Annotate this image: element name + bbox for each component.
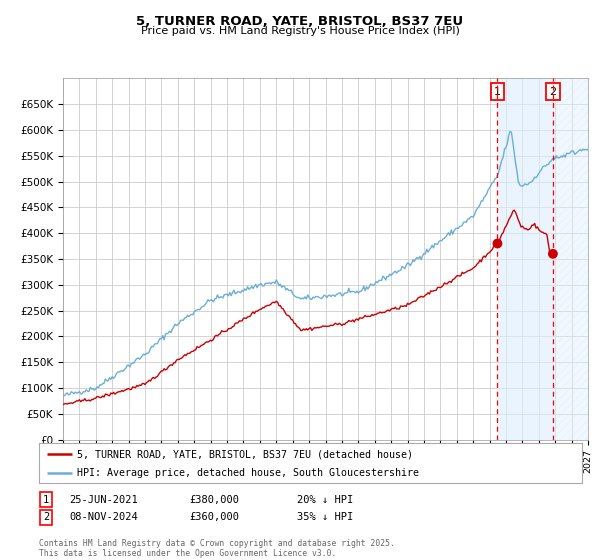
Text: 5, TURNER ROAD, YATE, BRISTOL, BS37 7EU: 5, TURNER ROAD, YATE, BRISTOL, BS37 7EU [136, 15, 464, 28]
Point [548, 249, 557, 258]
Text: 20% ↓ HPI: 20% ↓ HPI [297, 494, 353, 505]
Text: Price paid vs. HM Land Registry's House Price Index (HPI): Price paid vs. HM Land Registry's House … [140, 26, 460, 36]
Bar [497, 78, 553, 440]
Text: 2: 2 [43, 512, 49, 522]
Bar [553, 78, 588, 440]
Text: HPI: Average price, detached house, South Gloucestershire: HPI: Average price, detached house, Sout… [77, 468, 419, 478]
Text: £380,000: £380,000 [189, 494, 239, 505]
Text: 5, TURNER ROAD, YATE, BRISTOL, BS37 7EU (detached house): 5, TURNER ROAD, YATE, BRISTOL, BS37 7EU … [77, 449, 413, 459]
Text: 2: 2 [550, 87, 556, 97]
Text: 25-JUN-2021: 25-JUN-2021 [69, 494, 138, 505]
Text: 1: 1 [494, 87, 501, 97]
Text: 1: 1 [43, 494, 49, 505]
Text: Contains HM Land Registry data © Crown copyright and database right 2025.
This d: Contains HM Land Registry data © Crown c… [39, 539, 395, 558]
Text: £360,000: £360,000 [189, 512, 239, 522]
Text: 08-NOV-2024: 08-NOV-2024 [69, 512, 138, 522]
Text: 35% ↓ HPI: 35% ↓ HPI [297, 512, 353, 522]
Point [493, 239, 502, 248]
